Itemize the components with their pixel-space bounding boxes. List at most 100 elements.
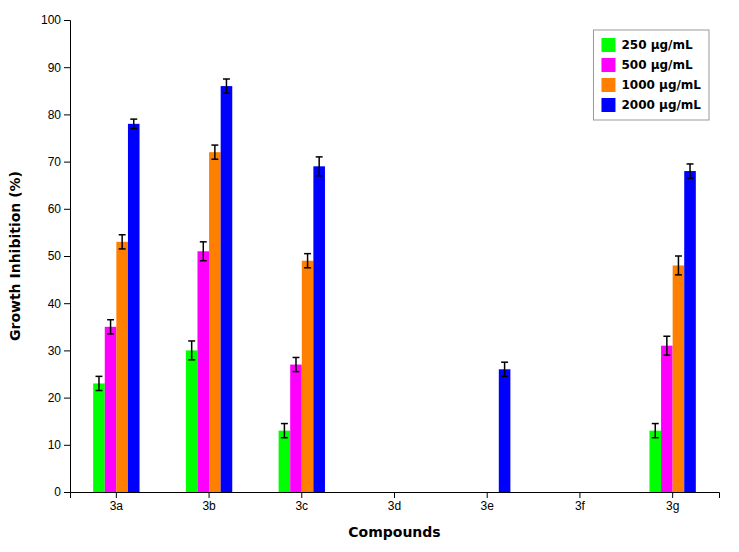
bar: [186, 350, 198, 492]
error-line: [203, 242, 205, 261]
error-cap: [663, 335, 670, 337]
tick-label: 3c: [295, 499, 308, 513]
series: [116, 145, 684, 492]
series: [93, 341, 661, 492]
tick-mark: [64, 350, 70, 351]
error-line: [133, 119, 135, 128]
bar: [487, 492, 499, 493]
error-bar: [501, 362, 508, 376]
plot: 3a3b3c3d3e3f3g0102030405060708090100250 …: [41, 13, 720, 512]
tick: 3g: [666, 492, 679, 513]
tick-mark: [672, 492, 673, 498]
error-cap: [119, 234, 126, 236]
tick: 70: [48, 155, 70, 169]
tick-label: 3f: [575, 499, 586, 513]
tick: 3b: [202, 492, 216, 513]
tick-mark: [301, 492, 302, 498]
error-bar: [107, 320, 114, 334]
tick-label: 100: [41, 13, 61, 27]
bar: [673, 265, 685, 492]
bars: [93, 79, 696, 492]
tick: 0: [54, 485, 70, 499]
x-axis-title: Compounds: [348, 524, 440, 540]
tick-label: 3d: [388, 499, 401, 513]
tick: 80: [48, 108, 70, 122]
legend-label: 2000 μg/mL: [621, 98, 701, 112]
error-cap: [675, 274, 682, 276]
error-bar: [95, 376, 102, 390]
error-bar: [652, 424, 659, 438]
bar: [406, 492, 418, 493]
error-cap: [130, 118, 137, 120]
error-line: [98, 376, 100, 390]
error-line: [307, 254, 309, 268]
error-line: [689, 164, 691, 178]
tick-mark: [209, 492, 210, 498]
error-cap: [200, 260, 207, 262]
tick-label: 70: [48, 155, 62, 169]
tick: 90: [48, 61, 70, 75]
tick-label: 3b: [202, 499, 216, 513]
tick: 3e: [481, 492, 495, 513]
legend-item: 2000 μg/mL: [601, 98, 701, 112]
tick-label: 0: [54, 485, 61, 499]
bar: [557, 492, 569, 493]
bar: [290, 365, 302, 492]
tick-mark: [64, 445, 70, 446]
bar: [383, 492, 395, 493]
legend-swatch: [601, 98, 615, 112]
x-axis: 3a3b3c3d3e3f3g: [71, 492, 720, 513]
legend: 250 μg/mL500 μg/mL1000 μg/mL2000 μg/mL: [593, 30, 709, 120]
error-bar: [281, 424, 288, 438]
error-line: [295, 357, 297, 371]
tick: 20: [48, 391, 70, 405]
legend-swatch: [601, 58, 615, 72]
tick: 40: [48, 297, 70, 311]
error-line: [214, 145, 216, 159]
tick-mark: [64, 162, 70, 163]
bar: [476, 492, 488, 493]
bar: [395, 492, 407, 493]
error-line: [655, 424, 657, 438]
tick-label: 50: [48, 249, 62, 263]
tick-label: 60: [48, 202, 62, 216]
bar: [105, 327, 117, 492]
error-bar: [200, 242, 207, 261]
error-cap: [663, 354, 670, 356]
error-line: [318, 157, 320, 176]
error-cap: [211, 144, 218, 146]
error-cap: [281, 437, 288, 439]
error-cap: [293, 357, 300, 359]
error-cap: [501, 376, 508, 378]
tick: 10: [48, 438, 70, 452]
error-cap: [200, 241, 207, 243]
legend-item: 1000 μg/mL: [601, 78, 701, 92]
tick-label: 20: [48, 391, 62, 405]
error-bar: [223, 79, 230, 93]
error-line: [121, 235, 123, 249]
error-cap: [95, 390, 102, 392]
bar: [209, 152, 221, 492]
error-cap: [501, 361, 508, 363]
bar: [592, 492, 604, 493]
tick-mark: [64, 114, 70, 115]
legend-label: 1000 μg/mL: [621, 78, 701, 92]
bar: [684, 171, 696, 492]
error-cap: [130, 128, 137, 130]
tick-mark: [64, 20, 70, 21]
error-cap: [107, 333, 114, 335]
tick-label: 3e: [481, 499, 495, 513]
legend-item: 250 μg/mL: [601, 38, 693, 52]
series: [105, 242, 673, 492]
bar: [371, 492, 383, 493]
error-bar: [687, 164, 694, 178]
bar: [93, 383, 105, 492]
error-cap: [188, 359, 195, 361]
error-bar: [316, 157, 323, 176]
error-cap: [316, 156, 323, 158]
error-line: [110, 320, 112, 334]
chart: 3a3b3c3d3e3f3g0102030405060708090100250 …: [0, 0, 739, 552]
bar: [279, 431, 291, 492]
error-line: [666, 336, 668, 355]
error-cap: [293, 371, 300, 373]
